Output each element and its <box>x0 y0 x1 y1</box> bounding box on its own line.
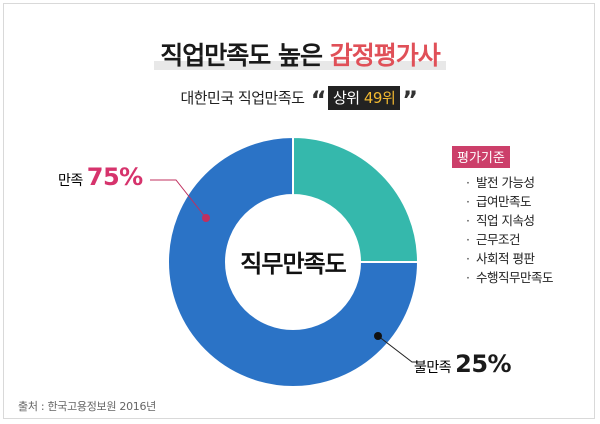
title-main: 직업만족도 높은 <box>160 41 330 70</box>
open-quote: “ <box>310 86 327 114</box>
criteria-item: 직업 지속성 <box>466 211 553 230</box>
criteria-item: 근무조건 <box>466 230 553 249</box>
leader-line-0 <box>150 179 207 219</box>
donut-slice-1 <box>292 135 420 263</box>
center-label: 직무만족도 <box>240 250 346 278</box>
criteria-heading: 평가기준 <box>452 146 510 168</box>
title-accent: 감정평가사 <box>329 41 441 70</box>
close-quote: ” <box>402 86 418 114</box>
slice-name-satisfied: 만족 <box>58 173 83 189</box>
leader-line-1 <box>377 335 418 363</box>
slice-value-satisfied: 75% <box>86 163 143 191</box>
rank-prefix: 상위 <box>333 89 364 107</box>
criteria-item: 사회적 평판 <box>466 249 553 268</box>
source-note: 출처 : 한국고용정보원 2016년 <box>18 400 156 413</box>
rank-number: 49위 <box>363 89 396 107</box>
subtitle-text: 대한민국 직업만족도 <box>180 89 305 107</box>
slice-label-dissatisfied: 불만족 25% <box>414 350 512 378</box>
title-block: 직업만족도 높은 감정평가사 <box>0 36 600 72</box>
criteria-item: 발전 가능성 <box>466 173 553 192</box>
leader-dot-1 <box>374 332 382 340</box>
rank-badge: 상위 49위 <box>328 86 401 110</box>
chart-title: 직업만족도 높은 감정평가사 <box>154 36 446 72</box>
slice-name-dissatisfied: 불만족 <box>414 360 452 376</box>
frame-border <box>3 3 595 419</box>
criteria-box: 평가기준 발전 가능성 급여만족도 직업 지속성 근무조건 사회적 평판 수행직… <box>452 146 554 287</box>
slice-value-dissatisfied: 25% <box>455 350 512 378</box>
donut-slice-0 <box>167 135 420 388</box>
criteria-item: 급여만족도 <box>466 192 553 211</box>
slice-label-satisfied: 만족 75% <box>58 163 143 191</box>
donut-slices <box>167 135 420 388</box>
leader-lines <box>150 179 418 363</box>
criteria-list: 발전 가능성 급여만족도 직업 지속성 근무조건 사회적 평판 수행직무만족도 <box>452 173 554 287</box>
subtitle: 대한민국 직업만족도 “상위 49위” <box>0 86 600 114</box>
criteria-item: 수행직무만족도 <box>466 268 554 287</box>
leader-dot-0 <box>202 214 210 222</box>
